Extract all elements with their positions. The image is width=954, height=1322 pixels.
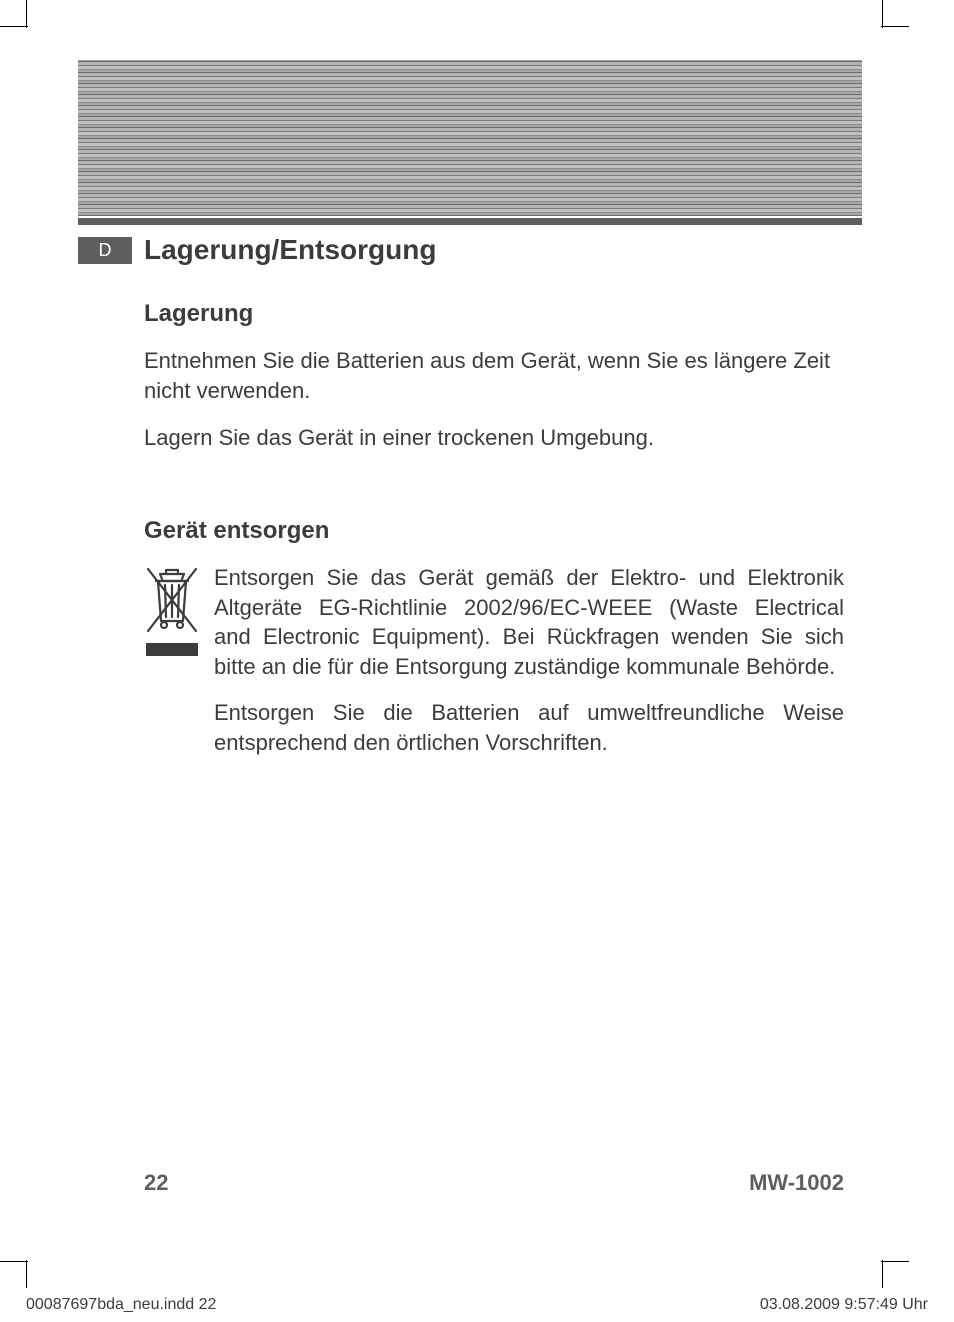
crop-mark: [881, 1261, 909, 1262]
brushed-metal-texture: [78, 60, 862, 216]
crop-mark: [0, 1261, 28, 1262]
page: D Lagerung/Entsorgung Lagerung Entnehmen…: [38, 38, 874, 1248]
model-code: MW-1002: [749, 1170, 844, 1196]
weee-icon: [144, 563, 200, 682]
subheading-disposal: Gerät entsorgen: [144, 517, 844, 545]
header-underline: [78, 218, 862, 225]
crop-mark: [881, 26, 909, 27]
paragraph: Entsorgen Sie das Gerät gemäß der Elektr…: [214, 563, 844, 682]
section-title: Lagerung/Entsorgung: [144, 234, 436, 266]
page-footer: 22 MW-1002: [144, 1170, 844, 1196]
crop-mark: [882, 0, 883, 28]
slug-datetime: 03.08.2009 9:57:49 Uhr: [760, 1296, 928, 1314]
page-number: 22: [144, 1170, 168, 1196]
subheading-storage: Lagerung: [144, 300, 844, 328]
language-badge: D: [78, 237, 132, 264]
weee-bin-icon: [144, 563, 200, 635]
crop-mark: [26, 0, 27, 28]
crop-mark: [882, 1260, 883, 1288]
paragraph: Entnehmen Sie die Batterien aus dem Gerä…: [144, 346, 844, 405]
content-area: Lagerung Entnehmen Sie die Batterien aus…: [144, 300, 844, 775]
crop-mark: [26, 1260, 27, 1288]
header-decorative-band: [78, 60, 862, 216]
paragraph: Lagern Sie das Gerät in einer trockenen …: [144, 423, 844, 453]
slug-filename: 00087697bda_neu.indd 22: [26, 1296, 216, 1314]
weee-block: Entsorgen Sie das Gerät gemäß der Elektr…: [144, 563, 844, 682]
paragraph: Entsorgen Sie die Batterien auf umweltfr…: [214, 698, 844, 757]
crop-mark: [0, 26, 28, 27]
weee-underline-bar: [146, 643, 198, 656]
